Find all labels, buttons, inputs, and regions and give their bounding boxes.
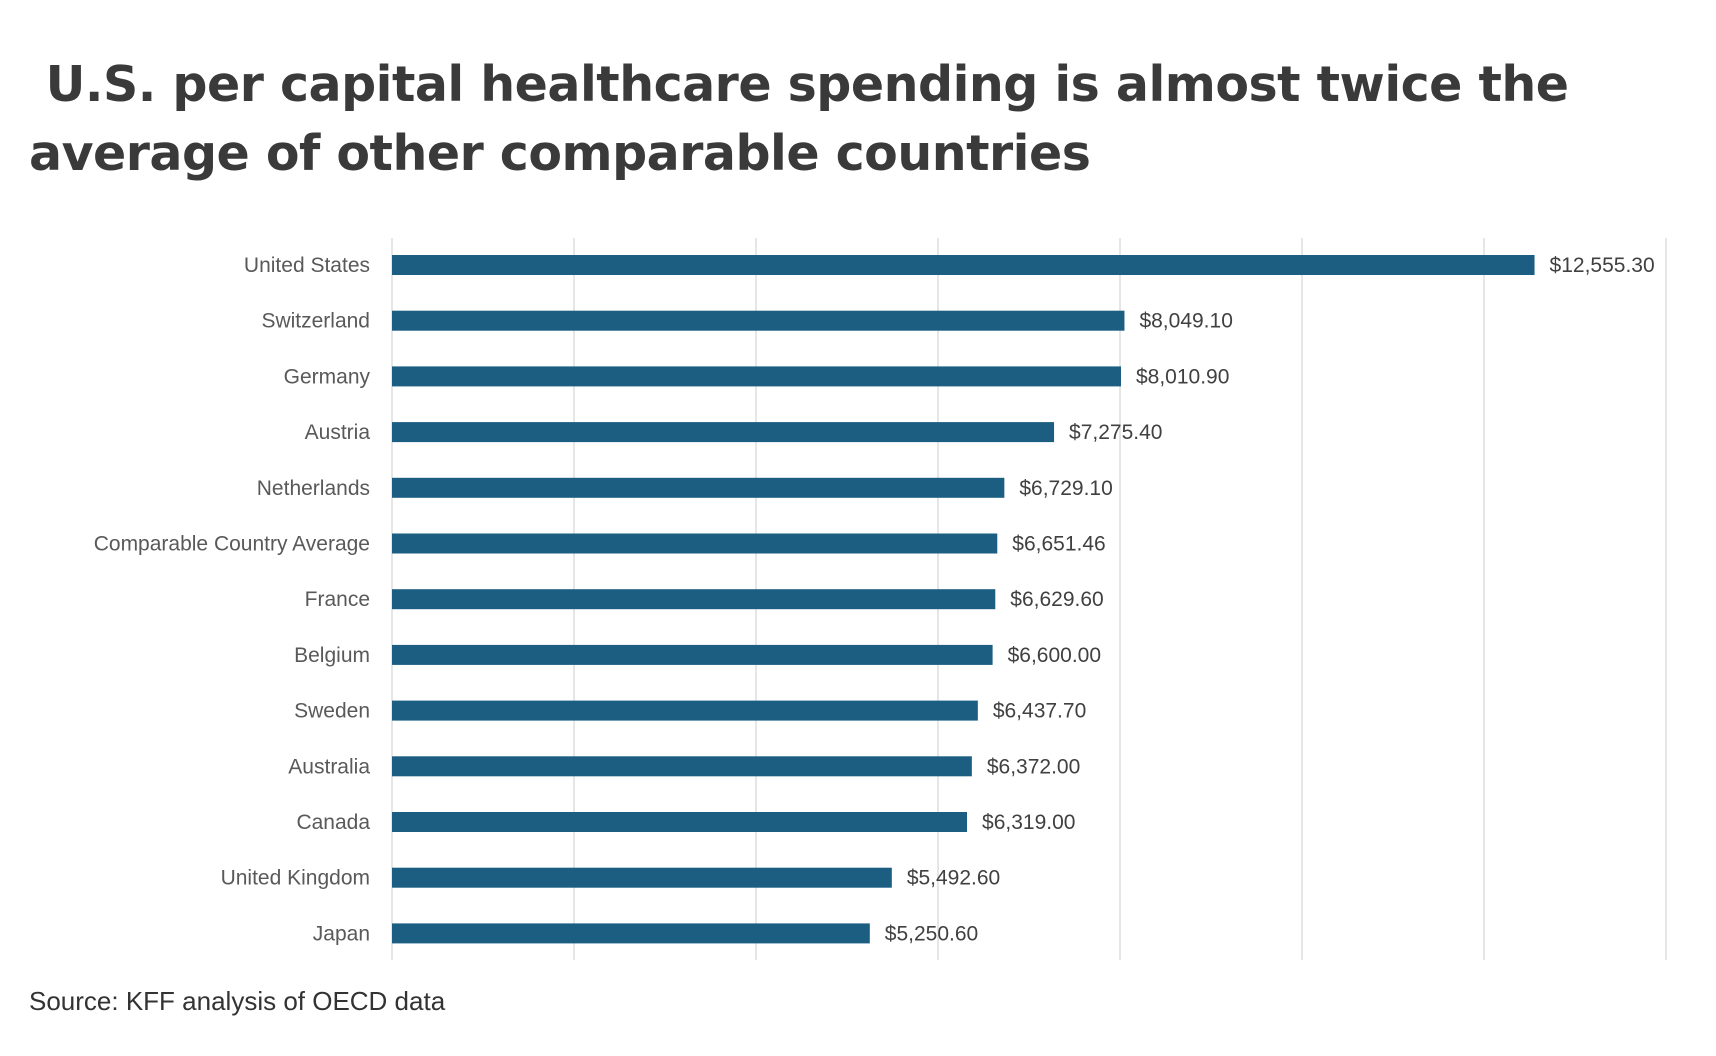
data-label: $6,372.00 (987, 755, 1080, 778)
data-label: $6,437.70 (993, 700, 1086, 723)
bar (392, 644, 993, 665)
category-label: Germany (284, 365, 371, 388)
chart-title: U.S. per capital healthcare spending is … (29, 56, 1586, 182)
category-label: United Kingdom (221, 867, 370, 890)
data-label: $6,600.00 (1008, 644, 1101, 667)
category-label: Sweden (294, 700, 370, 723)
category-label: Japan (313, 922, 370, 945)
data-label: $6,319.00 (982, 811, 1075, 834)
bar (392, 422, 1055, 443)
bar (392, 533, 998, 554)
data-label: $6,729.10 (1019, 477, 1112, 500)
data-label: $6,651.46 (1012, 533, 1105, 556)
category-label: United States (244, 254, 370, 277)
bar (392, 867, 892, 888)
category-label: Netherlands (257, 477, 370, 500)
category-label: Australia (288, 755, 370, 778)
bar (392, 255, 1535, 275)
category-label: France (305, 588, 370, 611)
category-label: Belgium (294, 644, 370, 667)
category-label: Comparable Country Average (94, 533, 370, 556)
category-label: Switzerland (261, 310, 370, 333)
data-label: $8,010.90 (1136, 365, 1229, 388)
source-note: Source: KFF analysis of OECD data (29, 986, 446, 1016)
bar (392, 477, 1005, 498)
data-label: $5,492.60 (907, 867, 1000, 890)
bar (392, 589, 996, 610)
data-label: $6,629.60 (1010, 588, 1103, 611)
bar (392, 812, 968, 832)
bar (392, 756, 972, 777)
data-label: $7,275.40 (1069, 421, 1162, 444)
category-label: Canada (296, 811, 370, 834)
data-label: $5,250.60 (885, 922, 978, 945)
data-label: $12,555.30 (1550, 254, 1655, 277)
data-label: $8,049.10 (1139, 310, 1232, 333)
bar (392, 923, 870, 944)
bar (392, 366, 1121, 387)
bar (392, 700, 978, 721)
category-label: Austria (305, 421, 371, 444)
bar (392, 310, 1125, 331)
